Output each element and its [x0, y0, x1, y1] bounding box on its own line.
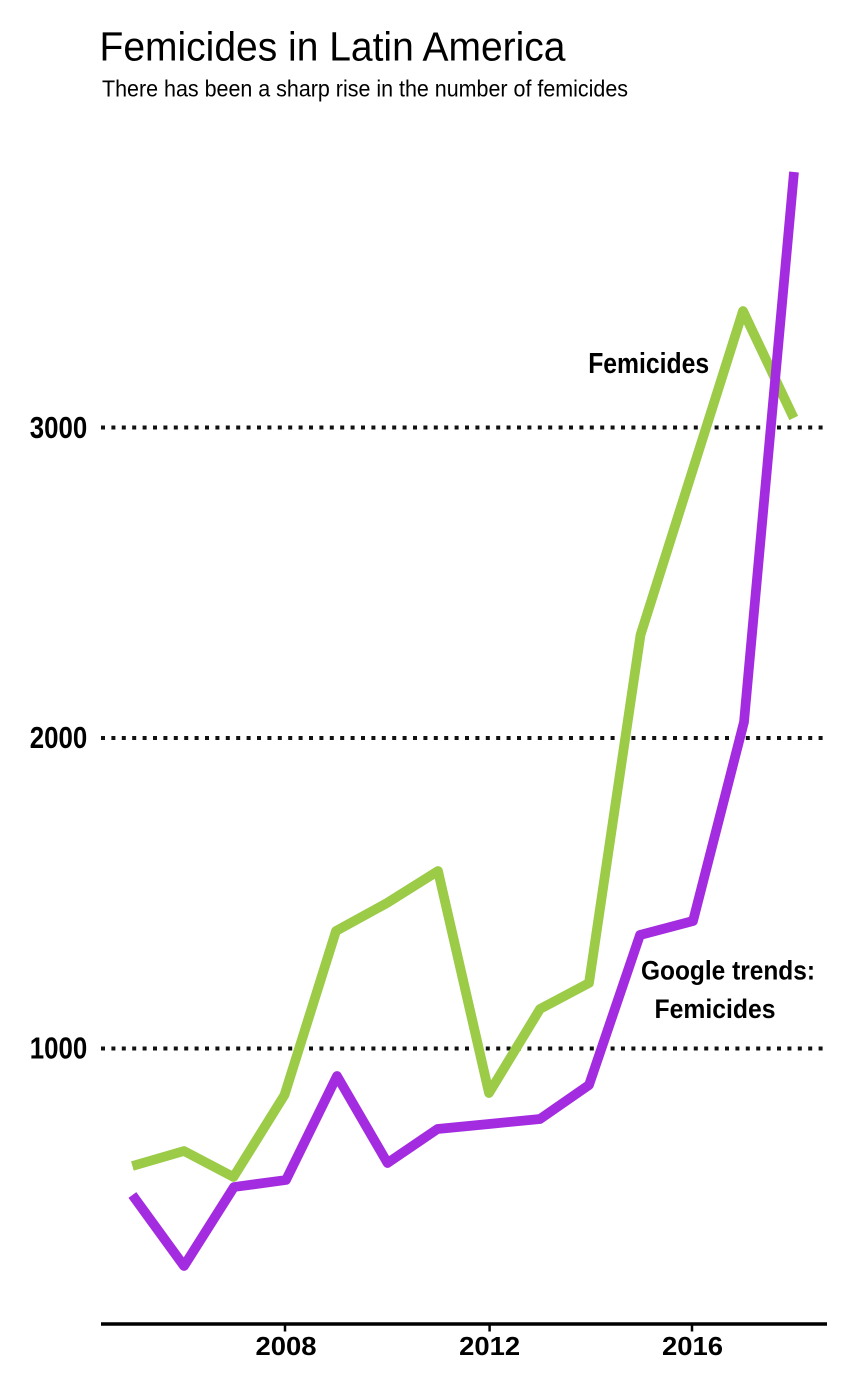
- svg-text:1000: 1000: [30, 1032, 88, 1066]
- svg-text:Femicides in Latin America: Femicides in Latin America: [100, 24, 566, 70]
- svg-text:There has been a sharp rise in: There has been a sharp rise in the numbe…: [102, 76, 628, 102]
- svg-text:Google trends:: Google trends:: [641, 956, 815, 986]
- svg-text:Femicides: Femicides: [588, 348, 709, 380]
- svg-text:2008: 2008: [256, 1331, 317, 1361]
- svg-text:3000: 3000: [30, 411, 88, 445]
- svg-text:2012: 2012: [459, 1331, 520, 1361]
- svg-text:2016: 2016: [662, 1331, 723, 1361]
- svg-text:Femicides: Femicides: [655, 994, 776, 1024]
- svg-text:2000: 2000: [30, 721, 88, 755]
